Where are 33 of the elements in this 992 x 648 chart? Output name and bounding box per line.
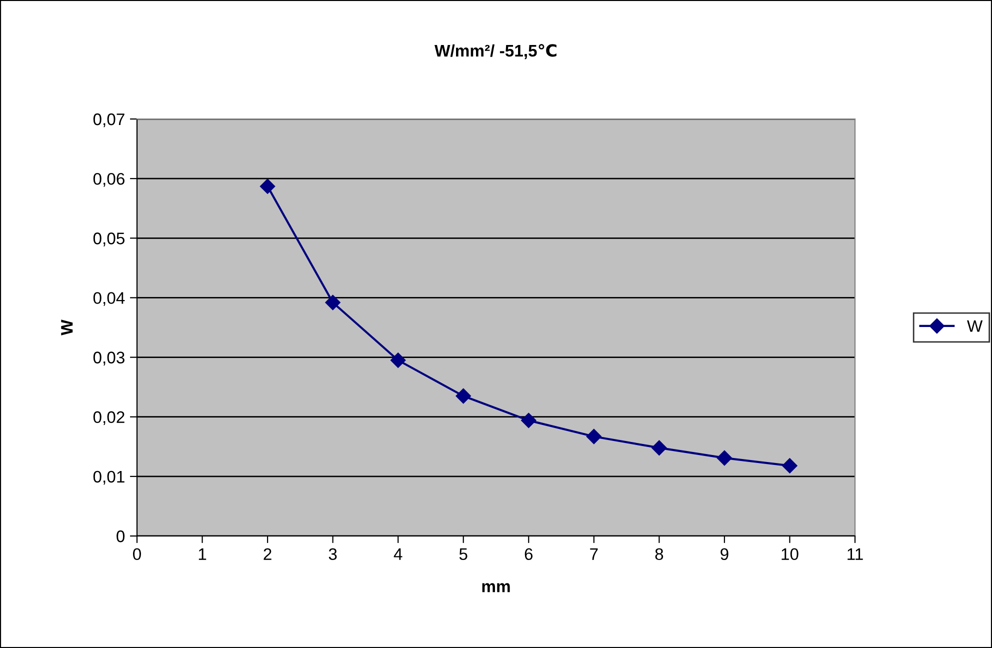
legend-label: W (967, 320, 983, 332)
y-tick-label: 0,02 (93, 411, 124, 426)
point (586, 428, 602, 444)
x-tick-label: 2 (264, 548, 272, 560)
y-tick-label: 0,03 (93, 352, 124, 366)
x-tick-label: 3 (328, 548, 337, 560)
x-tick-label: 6 (524, 548, 533, 560)
point (456, 388, 471, 404)
y-tick-label: 0,05 (93, 232, 124, 246)
y-tick-label: 0,06 (93, 172, 124, 187)
x-tick-label: 9 (720, 548, 728, 560)
point (716, 450, 732, 466)
x-tick-label: 10 (782, 548, 798, 560)
point (260, 178, 276, 194)
x-tick-label: 1 (198, 548, 206, 560)
x-tick-label: 0 (133, 548, 141, 560)
x-tick-label: 5 (459, 548, 468, 560)
point (652, 440, 667, 456)
point (390, 352, 406, 368)
x-tick-label: 7 (590, 548, 598, 560)
y-tick-label: 0,07 (93, 113, 124, 128)
chart-title: W/mm²/ -51,5℃ (434, 44, 556, 60)
y-tick-label: 0,04 (93, 292, 125, 306)
x-tick-label: 8 (655, 548, 664, 560)
y-tick-label: 0,01 (93, 470, 124, 485)
point (782, 458, 798, 474)
x-tick-label: 4 (394, 548, 402, 560)
y-tick-label: 0 (116, 530, 125, 542)
x-axis-title: mm (482, 583, 510, 592)
x-tick-label: 11 (848, 548, 863, 560)
point (325, 294, 340, 310)
point (521, 412, 536, 428)
y-axis-title: W (61, 320, 73, 336)
